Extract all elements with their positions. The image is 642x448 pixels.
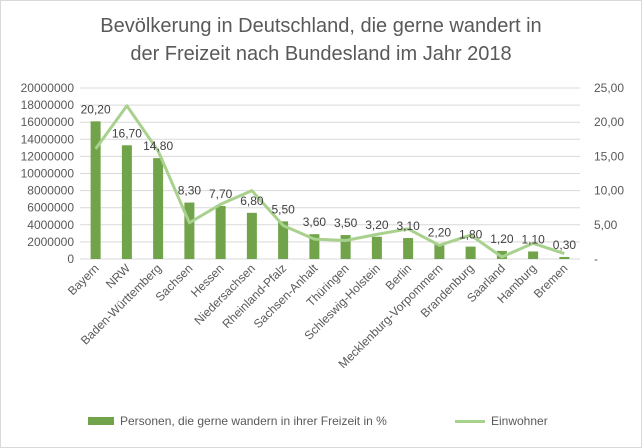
data-label: 3,10 (396, 219, 420, 233)
y-right-tick-label: 20,00 (594, 115, 624, 129)
x-tick-label: Bremen (531, 261, 571, 301)
legend-line-label: Einwohner (491, 414, 548, 428)
y-right-tick-label: 5,00 (594, 218, 618, 232)
y-left-tick-label: 2000000 (27, 235, 74, 249)
bar (465, 246, 476, 259)
bar (496, 250, 507, 259)
y-left-tick-label: 0 (67, 252, 74, 266)
y-left-tick-label: 4000000 (27, 218, 74, 232)
data-label: 20,20 (81, 102, 111, 116)
data-label: 1,20 (490, 232, 514, 246)
bar (90, 121, 101, 259)
bar (340, 235, 351, 259)
bar (309, 234, 320, 259)
y-left-tick-label: 8000000 (27, 184, 74, 198)
data-label: 3,20 (365, 218, 389, 232)
data-label: 14,80 (143, 139, 173, 153)
bar (559, 256, 570, 259)
bar (215, 205, 226, 259)
data-label: 1,80 (459, 228, 483, 242)
y-left-tick-label: 18000000 (21, 98, 75, 112)
data-label: 3,60 (303, 215, 327, 229)
y-left-tick-label: 20000000 (21, 81, 75, 95)
x-tick-label: Bayern (65, 261, 102, 298)
y-right-tick-label: - (594, 252, 598, 266)
bar (528, 251, 539, 259)
y-right-tick-label: 25,00 (594, 81, 624, 95)
series-line-einwohner (94, 104, 565, 259)
y-left-tick-label: 14000000 (21, 132, 75, 146)
data-label: 1,10 (521, 232, 545, 246)
bar (434, 244, 445, 259)
chart-title-line-2: der Freizeit nach Bundesland im Jahr 201… (130, 43, 512, 65)
data-label: 0,30 (553, 238, 577, 252)
data-label: 2,20 (428, 225, 452, 239)
legend-bar-label: Personen, die gerne wandern in ihrer Fre… (120, 414, 387, 428)
y-left-tick-label: 6000000 (27, 201, 74, 215)
y-right-tick-label: 10,00 (594, 184, 624, 198)
y-left-tick-label: 12000000 (21, 149, 75, 163)
y-right-tick-label: 15,00 (594, 149, 624, 163)
data-label: 6,80 (240, 194, 264, 208)
bar (121, 145, 132, 259)
bar (153, 158, 164, 259)
legend-item-line: Einwohner (455, 414, 548, 428)
legend-bar-swatch (88, 417, 114, 425)
bar (184, 202, 195, 259)
data-label: 8,30 (178, 184, 202, 198)
chart-title: Bevölkerung in Deutschland, die gerne wa… (0, 12, 642, 68)
bar (403, 238, 414, 259)
bar (278, 221, 289, 259)
chart-title-line-1: Bevölkerung in Deutschland, die gerne wa… (100, 15, 542, 37)
y-left-tick-label: 10000000 (21, 167, 75, 181)
bar (371, 236, 382, 259)
data-label: 16,70 (112, 126, 142, 140)
data-label: 5,50 (271, 202, 295, 216)
data-label: 7,70 (209, 187, 233, 201)
bar (246, 212, 257, 259)
legend-item-bars: Personen, die gerne wandern in ihrer Fre… (88, 414, 387, 428)
y-left-tick-label: 16000000 (21, 115, 75, 129)
legend-line-swatch (455, 419, 485, 423)
data-label: 3,50 (334, 216, 358, 230)
